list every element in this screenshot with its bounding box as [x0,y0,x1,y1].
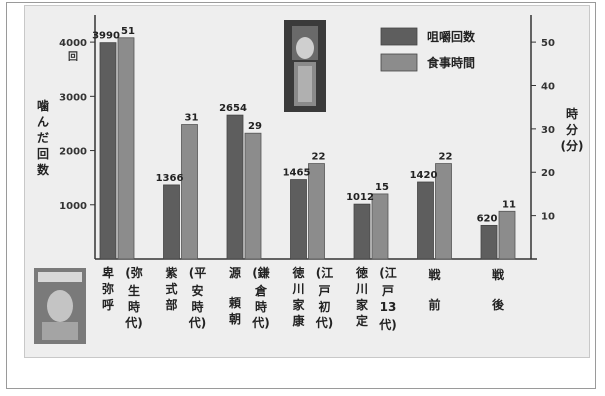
bar-meal-time [181,124,198,260]
right-tick-label: 30 [541,125,555,136]
category-label-char: 式 [165,281,177,296]
value-label-time: 11 [502,199,516,210]
left-axis-unit: 回 [68,51,78,63]
category-label-char: 時 [255,299,267,314]
legend-swatch [380,27,418,46]
value-label-chew: 1465 [283,168,311,179]
value-label-chew: 620 [477,213,498,224]
value-label-time: 29 [248,121,262,132]
category-label-char: 部 [165,297,177,312]
bar-meal-time [371,193,389,260]
category-label-char: 代) [124,315,143,330]
bar-chew-count [290,179,307,260]
left-tick-label: 1000 [59,201,87,212]
category-label-char: 代) [251,315,270,330]
value-label-time: 31 [185,113,199,124]
category-label-char: 時 [191,299,203,314]
right-axis-title-char: 時 [566,106,578,121]
category-label-char: 卑 [102,265,114,280]
right-tick-label: 20 [541,168,555,179]
right-axis-title-char: (分) [561,138,584,153]
value-label-chew: 2654 [219,103,247,114]
category-label-char: 後 [492,297,505,312]
bar-meal-time [498,210,516,260]
category-label-char: 戸 [318,284,330,298]
value-label-time: 22 [312,152,326,163]
portrait-photo-left [34,268,86,344]
left-axis-title-char: 回 [37,147,49,161]
category-label-char: 呼 [102,297,114,312]
category-label-char: 代) [378,317,397,332]
category-label-char: 紫 [165,265,177,280]
bar-meal-time [244,132,262,260]
value-label-chew: 3990 [92,31,120,42]
category-label-char: 戦 [492,267,505,282]
value-label-chew: 1420 [410,170,438,181]
legend-label: 食事時間 [426,55,475,70]
category-label-char: 13 [380,300,397,314]
category-label-char: 前 [428,297,440,312]
category-label-char: 生 [128,283,140,298]
right-tick-label: 10 [541,212,555,223]
bar-meal-time [117,37,135,260]
category-label-char: 戸 [382,284,394,298]
bar-chew-count [99,42,117,260]
category-label-char: 倉 [254,283,268,298]
bar-chew-count [226,114,244,260]
left-axis-title-char: 噛 [37,98,49,113]
left-axis-title-char: 数 [37,162,50,177]
left-tick-label: 4000 [59,38,87,49]
legend-swatch [380,53,418,72]
bar-chew-count [417,181,434,260]
value-label-chew: 1366 [156,173,184,184]
legend-label: 咀嚼回数 [427,29,476,44]
category-label-char: 代) [315,315,334,330]
value-label-time: 15 [375,182,389,193]
category-label-char: 朝 [229,311,241,326]
left-axis-title-char: ん [37,115,49,129]
right-tick-label: 50 [541,38,555,49]
category-label-char: 戦 [428,267,441,282]
category-label-char: 初 [318,299,330,314]
category-label-char: 代) [188,315,207,330]
category-label-char: (平 [189,266,207,280]
left-tick-label: 3000 [59,92,87,103]
category-label-char: 定 [356,313,368,328]
category-label-char: 頼 [228,295,242,310]
category-label-char: (江 [379,265,397,280]
bar-chew-count [163,184,180,260]
category-label-char: (弥 [125,265,143,280]
right-tick-label: 40 [541,81,555,92]
category-label-char: (江 [316,265,334,280]
bar-meal-time [308,163,325,260]
value-label-time: 51 [121,26,135,37]
left-axis-title-char: だ [37,131,49,145]
portrait-photo-top [284,20,326,112]
category-label-char: (鎌 [252,265,270,280]
category-label-char: 弥 [102,281,114,296]
value-label-chew: 1012 [346,192,374,203]
category-label-char: 時 [128,299,140,314]
bar-chew-count [353,203,371,260]
category-label-char: 家 [356,297,369,312]
bar-chew-count [480,224,498,260]
category-label-char: 徳 [355,265,368,280]
value-label-time: 22 [439,152,453,163]
bar-meal-time [435,163,452,260]
category-label-char: 徳 [291,265,304,280]
category-label-char: 川 [355,282,368,296]
category-label-char: 源 [229,265,241,280]
left-tick-label: 2000 [59,147,87,158]
category-label-char: 家 [292,297,305,312]
category-label-char: 安 [191,283,203,298]
category-label-char: 川 [291,282,304,296]
right-axis-title-char: 分 [566,122,578,137]
category-label-char: 康 [292,313,305,328]
